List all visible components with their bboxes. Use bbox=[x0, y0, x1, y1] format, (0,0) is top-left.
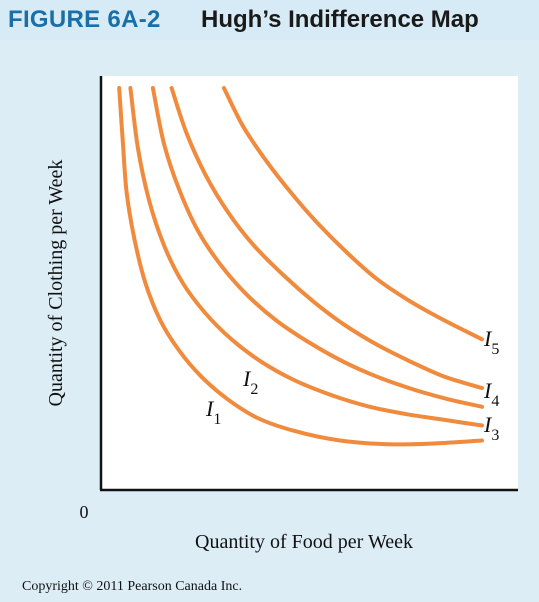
curve-label-3: I3 bbox=[483, 412, 499, 444]
curve-label-5: I5 bbox=[483, 326, 499, 358]
indifference-curve-3 bbox=[150, 86, 484, 409]
figure-header: FIGURE 6A-2 Hugh’s Indifference Map bbox=[0, 0, 539, 40]
curve-label-4: I4 bbox=[483, 378, 499, 410]
curve-label-1: I1 bbox=[205, 396, 221, 428]
figure-title: Hugh’s Indifference Map bbox=[201, 6, 479, 33]
curve-label-2: I2 bbox=[242, 366, 258, 398]
y-axis-label: Quantity of Clothing per Week bbox=[45, 160, 67, 407]
curves-layer bbox=[117, 86, 484, 447]
indifference-curve-1 bbox=[117, 86, 484, 447]
copyright-notice: Copyright © 2011 Pearson Canada Inc. bbox=[22, 579, 243, 594]
origin-label: 0 bbox=[80, 502, 89, 522]
x-axis-label: Quantity of Food per Week bbox=[195, 531, 413, 553]
indifference-curve-2 bbox=[128, 86, 484, 428]
indifference-curve-5 bbox=[221, 86, 484, 342]
figure-number: FIGURE 6A-2 bbox=[8, 6, 161, 33]
indifference-curve-4 bbox=[169, 86, 484, 390]
